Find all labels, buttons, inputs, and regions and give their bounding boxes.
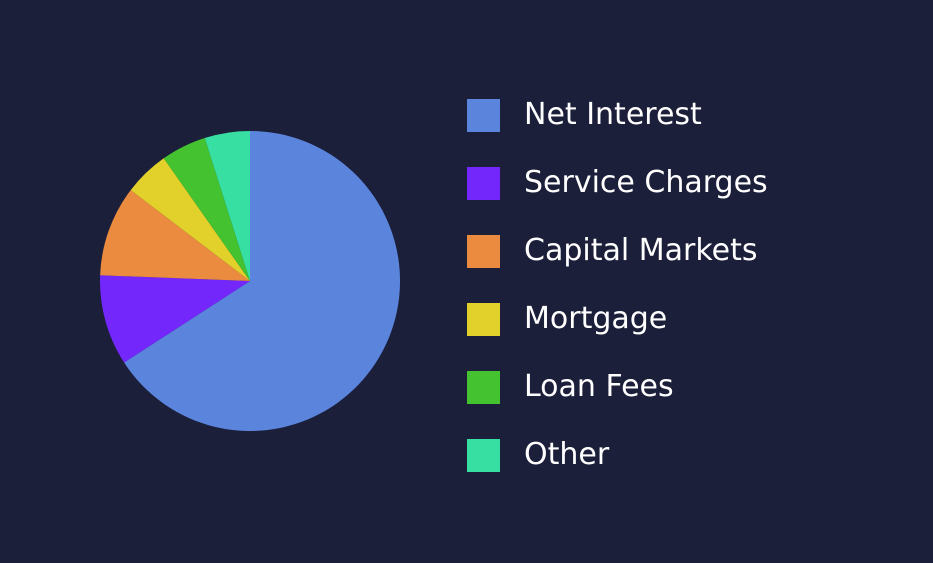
legend-item-service-charges: Service Charges — [467, 166, 768, 200]
legend-item-other: Other — [467, 438, 768, 472]
legend-swatch — [467, 438, 500, 472]
legend-label: Net Interest — [524, 97, 702, 132]
pie-slice-mortgage — [130, 158, 250, 281]
legend-label: Capital Markets — [524, 233, 758, 268]
legend-label: Mortgage — [524, 301, 668, 336]
pie-slice-service-charges — [99, 275, 250, 363]
legend-label: Loan Fees — [524, 369, 674, 404]
legend-item-loan-fees: Loan Fees — [467, 370, 768, 404]
legend-item-net-interest: Net Interest — [467, 98, 768, 132]
legend-label: Other — [524, 437, 610, 472]
legend-swatch — [467, 370, 500, 404]
chart-legend: Net Interest Service Charges Capital Marke… — [467, 98, 768, 506]
pie-slice-capital-markets — [100, 190, 250, 281]
pie-slice-net-interest — [124, 131, 401, 431]
legend-item-mortgage: Mortgage — [467, 302, 768, 336]
legend-label: Service Charges — [524, 165, 768, 200]
pie-slice-other — [204, 131, 250, 281]
pie-slice-loan-fees — [163, 137, 250, 281]
legend-swatch — [467, 98, 500, 132]
legend-swatch — [467, 166, 500, 200]
legend-swatch — [467, 302, 500, 336]
legend-swatch — [467, 234, 500, 268]
legend-item-capital-markets: Capital Markets — [467, 234, 768, 268]
